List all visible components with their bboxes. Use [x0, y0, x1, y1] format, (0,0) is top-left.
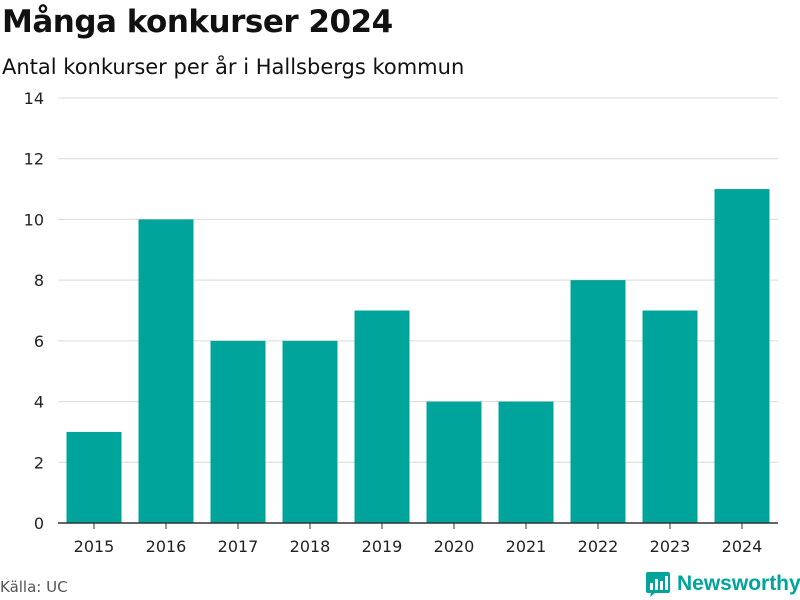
x-tick-label: 2016: [146, 537, 187, 556]
newsworthy-brand: Newsworthy: [645, 568, 800, 600]
bars: [66, 189, 770, 524]
y-axis-tick-labels: 0 2 4 6 8 10 12 14: [24, 89, 44, 533]
y-tick-label: 6: [34, 332, 44, 351]
bar-chart-logo-icon: [646, 572, 670, 597]
brand-name: Newsworthy: [677, 572, 800, 595]
chart-title: Många konkurser 2024: [2, 4, 393, 40]
chart-subtitle: Antal konkurser per år i Hallsbergs komm…: [2, 55, 465, 79]
y-tick-label: 4: [34, 393, 44, 412]
x-tick-label: 2019: [362, 537, 403, 556]
x-tick-label: 2022: [578, 537, 619, 556]
bar-2018: [282, 340, 338, 523]
bar-2016: [138, 219, 194, 523]
y-tick-label: 12: [24, 150, 44, 169]
x-axis-tick-labels: 2015 2016 2017 2018 2019 2020 2021 2022 2023 2024: [74, 537, 763, 556]
y-tick-label: 0: [34, 514, 44, 533]
x-tick-label: 2023: [650, 537, 691, 556]
source-note: Källa: UC: [0, 578, 68, 596]
bar-2017: [210, 340, 266, 523]
bar-2024: [714, 189, 770, 524]
y-tick-label: 2: [34, 453, 44, 472]
x-tick-label: 2018: [290, 537, 331, 556]
bar-2019: [354, 310, 410, 523]
bar-2020: [426, 401, 482, 523]
x-tick-label: 2020: [434, 537, 475, 556]
y-tick-label: 14: [24, 89, 44, 108]
x-tick-label: 2021: [506, 537, 547, 556]
bar-2021: [498, 401, 554, 523]
x-tick-label: 2017: [218, 537, 259, 556]
x-tick-label: 2024: [722, 537, 763, 556]
x-tick-label: 2015: [74, 537, 115, 556]
bar-2022: [570, 280, 626, 523]
bar-2015: [66, 431, 122, 523]
bar-2023: [642, 310, 698, 523]
y-tick-label: 8: [34, 271, 44, 290]
y-tick-label: 10: [24, 210, 44, 229]
x-axis: [58, 522, 778, 529]
